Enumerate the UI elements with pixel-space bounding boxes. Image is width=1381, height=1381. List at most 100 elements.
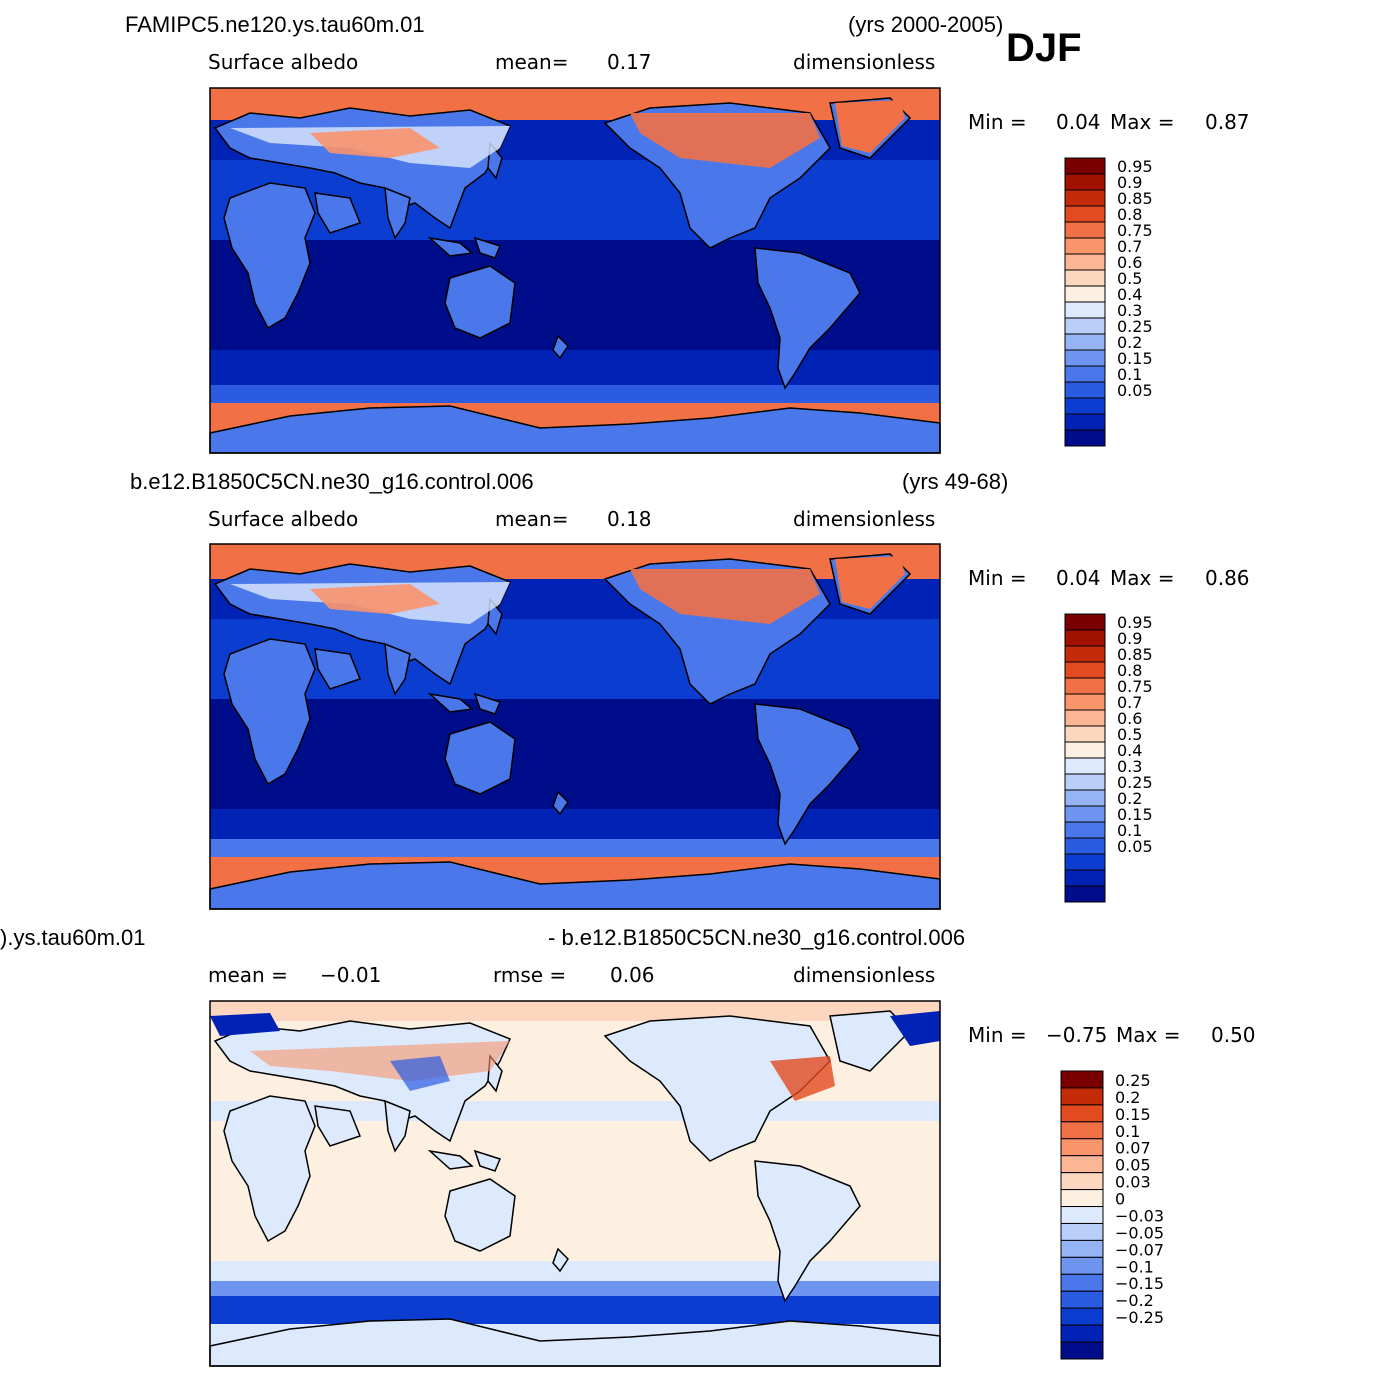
colorbar-swatch	[1060, 1189, 1104, 1208]
panel3-rmse-label: rmse =	[493, 963, 567, 987]
colorbar-tick-label: 0.2	[1115, 1088, 1140, 1107]
panel3-rmse-value: 0.06	[610, 963, 655, 987]
colorbar-tick-label: 0.1	[1117, 821, 1142, 840]
colorbar-tick-label: 0.6	[1117, 709, 1142, 728]
colorbar-swatch	[1060, 1104, 1104, 1123]
panel3-southern-ocean-band	[210, 1296, 940, 1324]
panel2-case-title: b.e12.B1850C5CN.ne30_g16.control.006	[130, 469, 534, 494]
panel1-max-label: Max =	[1110, 110, 1175, 134]
colorbar-tick-label: 0.9	[1117, 629, 1142, 648]
colorbar-tick-label: 0.05	[1117, 837, 1153, 856]
colorbar-swatch	[1060, 1290, 1104, 1309]
colorbar-swatch	[1064, 349, 1106, 367]
panel2-mean-value: 0.18	[607, 507, 652, 531]
colorbar-tick-label: 0.7	[1117, 693, 1142, 712]
colorbar-tick-label: 0.7	[1117, 237, 1142, 256]
colorbar-tick-label: 0.85	[1117, 189, 1153, 208]
colorbar-swatch	[1064, 381, 1106, 399]
panel1-variable: Surface albedo	[208, 50, 359, 74]
colorbar-swatch	[1060, 1206, 1104, 1224]
colorbar-swatch	[1064, 869, 1106, 887]
colorbar-tick-label: −0.07	[1115, 1240, 1164, 1259]
panel2-units: dimensionless	[793, 507, 936, 531]
colorbar-swatch	[1060, 1307, 1104, 1326]
colorbar-tick-label: 0.4	[1117, 741, 1142, 760]
panel1-mean-label: mean=	[495, 50, 569, 74]
colorbar-tick-label: −0.03	[1115, 1206, 1164, 1225]
colorbar-tick-label: 0.85	[1117, 645, 1153, 664]
panel3-mean-label: mean =	[208, 963, 288, 987]
colorbar-tick-label: 0.2	[1117, 333, 1142, 352]
panel1-units: dimensionless	[793, 50, 936, 74]
colorbar-tick-label: 0.15	[1115, 1105, 1151, 1124]
colorbar-tick-label: 0.9	[1117, 173, 1142, 192]
colorbar-swatch	[1064, 205, 1106, 223]
colorbar-tick-label: 0	[1115, 1190, 1125, 1209]
panel3-map	[209, 1000, 941, 1367]
colorbar-swatch	[1064, 741, 1106, 759]
colorbar-swatch	[1064, 693, 1106, 711]
colorbar-tick-label: 0.8	[1117, 661, 1142, 680]
colorbar-swatch	[1064, 221, 1106, 239]
colorbar-swatch	[1064, 773, 1106, 791]
colorbar-tick-label: 0.1	[1115, 1122, 1140, 1141]
panel2-min-label: Min =	[968, 566, 1027, 590]
colorbar-swatch	[1060, 1273, 1104, 1292]
panel2-colorbar: 0.950.90.850.80.750.70.60.50.40.30.250.2…	[1064, 613, 1153, 903]
colorbar-tick-label: 0.5	[1117, 269, 1142, 288]
colorbar-tick-label: 0.15	[1117, 805, 1153, 824]
colorbar-tick-label: 0.2	[1117, 789, 1142, 808]
panel3-min-label: Min =	[968, 1023, 1027, 1047]
colorbar-tick-label: 0.03	[1115, 1173, 1151, 1192]
panel2-years: (yrs 49-68)	[902, 469, 1009, 494]
panel1-years: (yrs 2000-2005)	[848, 12, 1004, 37]
colorbar-swatch	[1060, 1222, 1104, 1241]
colorbar-tick-label: 0.1	[1117, 365, 1142, 384]
colorbar-tick-label: 0.05	[1115, 1156, 1151, 1175]
colorbar-swatch	[1064, 709, 1106, 727]
colorbar-swatch	[1060, 1138, 1104, 1157]
panel3-max-value: 0.50	[1211, 1023, 1256, 1047]
colorbar-tick-label: 0.25	[1117, 317, 1153, 336]
colorbar-tick-label: 0.95	[1117, 157, 1153, 176]
colorbar-tick-label: 0.25	[1115, 1071, 1151, 1090]
colorbar-tick-label: −0.1	[1115, 1257, 1154, 1276]
panel1-min-value: 0.04	[1056, 110, 1101, 134]
panel3-mean-value: −0.01	[320, 963, 382, 987]
colorbar-swatch	[1064, 853, 1106, 871]
panel1-case-title: FAMIPC5.ne120.ys.tau60m.01	[125, 12, 425, 37]
colorbar-swatch	[1064, 613, 1106, 631]
colorbar-swatch	[1064, 725, 1106, 743]
colorbar-swatch	[1064, 269, 1106, 287]
colorbar-tick-label: −0.25	[1115, 1308, 1164, 1327]
panel3-case-right: - b.e12.B1850C5CN.ne30_g16.control.006	[548, 925, 966, 950]
colorbar-swatch	[1064, 885, 1106, 903]
colorbar-tick-label: 0.3	[1117, 301, 1142, 320]
colorbar-swatch	[1064, 253, 1106, 271]
panel1-mean-value: 0.17	[607, 50, 652, 74]
colorbar-swatch	[1060, 1341, 1104, 1360]
colorbar-tick-label: 0.3	[1117, 757, 1142, 776]
panel2-variable: Surface albedo	[208, 507, 359, 531]
panel2-mean-label: mean=	[495, 507, 569, 531]
colorbar-swatch	[1064, 789, 1106, 807]
colorbar-tick-label: 0.4	[1117, 285, 1142, 304]
colorbar-tick-label: 0.15	[1117, 349, 1153, 368]
colorbar-swatch	[1060, 1172, 1104, 1191]
colorbar-swatch	[1064, 677, 1106, 695]
colorbar-swatch	[1064, 333, 1106, 351]
colorbar-tick-label: 0.5	[1117, 725, 1142, 744]
panel3-case-title: ).ys.tau60m.01	[0, 925, 146, 950]
colorbar-tick-label: 0.8	[1117, 205, 1142, 224]
colorbar-swatch	[1064, 757, 1106, 775]
colorbar-swatch	[1060, 1324, 1104, 1343]
colorbar-swatch	[1060, 1155, 1104, 1174]
colorbar-swatch	[1064, 365, 1106, 383]
panel1-map	[209, 87, 941, 454]
colorbar-tick-label: 0.05	[1117, 381, 1153, 400]
colorbar-swatch	[1064, 285, 1106, 303]
panel1-min-label: Min =	[968, 110, 1027, 134]
colorbar-swatch	[1060, 1239, 1104, 1258]
panel1-colorbar: 0.950.90.850.80.750.70.60.50.40.30.250.2…	[1064, 157, 1153, 447]
